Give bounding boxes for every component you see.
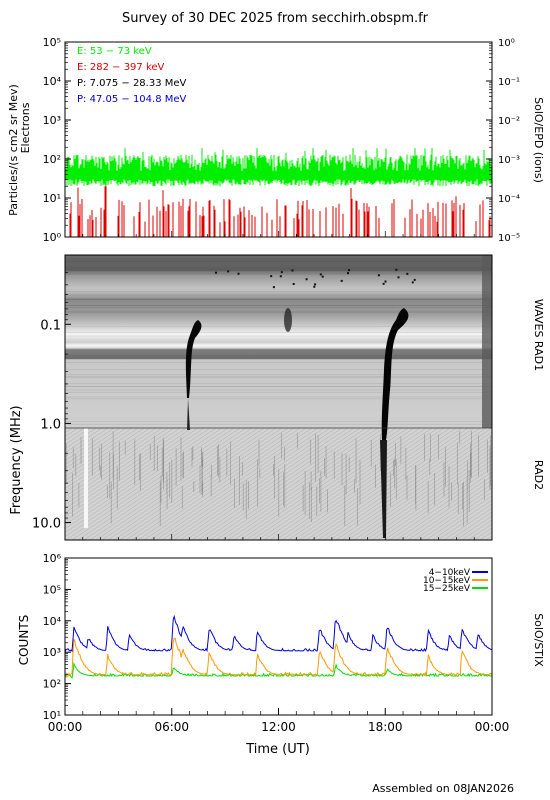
- epd-right-tick-label: 10⁻⁵: [498, 233, 520, 244]
- epd-series: [65, 148, 492, 237]
- waves-ylabel: Frequency (MHz): [9, 405, 24, 514]
- stix-tick-label: 10¹: [43, 709, 61, 722]
- rad1-dark-right-edge: [482, 255, 492, 428]
- stix-tick-label: 10⁵: [43, 583, 61, 596]
- epd-legend-p1: P: 7.075 − 28.33 MeV: [77, 78, 187, 89]
- waves-rad1-label: WAVES RAD1: [532, 299, 545, 371]
- waves-tick-label: 0.1: [40, 318, 61, 333]
- epd-left-tick-label: 10⁰: [43, 231, 62, 244]
- type3-burst-2-rad2: [380, 440, 387, 538]
- stix-ylabel-right: SolO/STIX: [532, 613, 545, 667]
- epd-ylabel-electrons: Electrons: [19, 102, 32, 153]
- stix-ticks: 10¹ 10² 10³ 10⁴ 10⁵ 10⁶ 00:00 06:00 12:00 18:00 00…: [43, 552, 510, 734]
- type3-burst-1-rad2: [187, 398, 190, 430]
- stix-tick-label: 10²: [43, 678, 61, 691]
- epd-right-tick-label: 10⁻³: [498, 155, 520, 166]
- rad2-vertical-streaks: [65, 430, 491, 527]
- stix-line-10-15keV: [65, 637, 492, 678]
- stix-legend: 4−10keV 10−15keV 15−25keV: [423, 568, 488, 594]
- epd-right-tick-label: 10⁻¹: [498, 77, 520, 88]
- epd-right-tick-label: 10⁰: [498, 38, 515, 49]
- stix-panel: 10¹ 10² 10³ 10⁴ 10⁵ 10⁶ 00:00 06:00 12:00 18:00 00…: [17, 552, 545, 757]
- stix-tick-label: 10⁴: [43, 615, 62, 628]
- stix-legend-15-25: 15−25keV: [423, 584, 471, 594]
- waves-tick-label: 1.0: [40, 417, 61, 432]
- x-tick-label: 06:00: [154, 720, 189, 734]
- epd-electron-53-73kev: [65, 148, 492, 187]
- stix-series: [65, 614, 492, 679]
- epd-legend-e2: E: 282 − 397 keV: [77, 62, 165, 73]
- x-tick-label: 12:00: [261, 720, 296, 734]
- stix-tick-label: 10³: [43, 646, 61, 659]
- rad2-data-gap-marker: [84, 428, 88, 528]
- rad1-dark-patches: [215, 268, 416, 289]
- type3-burst-1: [185, 320, 202, 398]
- rad1-small-burst: [284, 308, 292, 332]
- waves-streaks: [65, 258, 492, 527]
- epd-right-ticks: 10⁻⁵ 10⁻⁴ 10⁻³ 10⁻² 10⁻¹ 10⁰: [486, 38, 520, 244]
- stix-line-4-10keV: [65, 614, 492, 653]
- epd-ylabel-right: SolO/EPD (ions): [532, 97, 545, 183]
- stix-tick-label: 10⁶: [43, 552, 62, 565]
- epd-legend-e1: E: 53 − 73 keV: [77, 46, 152, 57]
- stix-legend-10-15: 10−15keV: [423, 576, 471, 586]
- epd-right-tick-label: 10⁻⁴: [498, 194, 520, 205]
- epd-left-tick-label: 10²: [43, 153, 61, 166]
- waves-panel: 0.1 1.0 10.0 Frequency (MHz) WAVES RAD1 RA…: [9, 254, 545, 541]
- waves-ticks: 0.1 1.0 10.0: [32, 272, 493, 540]
- rad1-horizontal-streaks: [65, 258, 492, 425]
- epd-left-tick-label: 10¹: [43, 192, 61, 205]
- rad1-background: [65, 255, 492, 428]
- x-tick-label: 00:00: [48, 720, 83, 734]
- x-tick-label: 00:00: [475, 720, 510, 734]
- assembled-note: Assembled on 08JAN2026: [372, 782, 514, 795]
- figure-title: Survey of 30 DEC 2025 from secchirh.obsp…: [122, 11, 429, 26]
- waves-tick-label: 10.0: [32, 517, 61, 532]
- epd-electron-282-397kev: [69, 186, 491, 237]
- epd-left-ticks: 10⁰ 10¹ 10² 10³ 10⁴ 10⁵: [43, 36, 493, 244]
- stix-ylabel: COUNTS: [17, 615, 31, 666]
- x-tick-label: 18:00: [368, 720, 403, 734]
- epd-ylabel: Particles/(s cm2 sr Mev): [7, 84, 20, 216]
- epd-left-tick-label: 10⁴: [43, 75, 62, 88]
- epd-legend-p2: P: 47.05 − 104.8 MeV: [77, 94, 187, 105]
- waves-rad2-label: RAD2: [532, 460, 545, 490]
- stix-legend-4-10: 4−10keV: [429, 568, 471, 578]
- x-axis-label: Time (UT): [245, 742, 310, 757]
- epd-left-tick-label: 10⁵: [43, 36, 61, 49]
- type3-burst-2: [381, 308, 409, 440]
- epd-left-tick-label: 10³: [43, 114, 61, 127]
- epd-right-tick-label: 10⁻²: [498, 116, 520, 127]
